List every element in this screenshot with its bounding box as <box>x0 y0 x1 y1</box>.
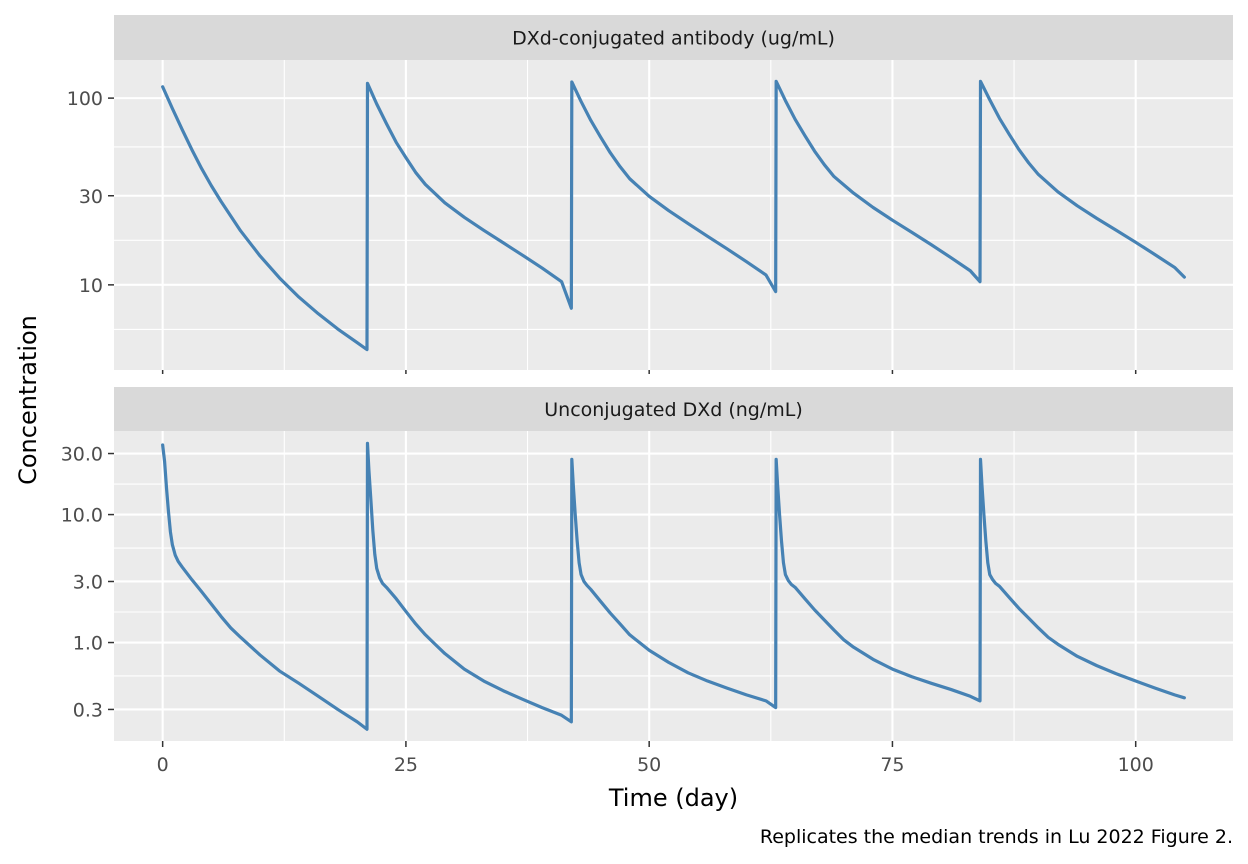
y-tick-label: 30 <box>79 186 103 208</box>
y-tick-label: 30.0 <box>61 444 103 466</box>
x-tick-label: 50 <box>637 754 661 776</box>
facet-strip <box>114 15 1233 60</box>
panels-layer: DXd-conjugated antibody (ug/mL) 10 30 100 Un… <box>61 15 1233 741</box>
y-tick-label: 10 <box>79 275 103 297</box>
y-tick-label: 0.3 <box>73 699 103 721</box>
panel-background <box>114 431 1233 741</box>
x-axis: 0 25 50 75 100 <box>157 370 1154 776</box>
facet-panel-2: Unconjugated DXd (ng/mL) 0.3 1.0 3.0 10.0 30.… <box>61 387 1233 741</box>
x-tick-label: 75 <box>880 754 904 776</box>
facet-strip-label: Unconjugated DXd (ng/mL) <box>544 399 803 421</box>
x-tick-label: 100 <box>1118 754 1154 776</box>
chart-caption: Replicates the median trends in Lu 2022 … <box>760 826 1233 848</box>
x-tick-label: 25 <box>394 754 418 776</box>
facet-panel-1: DXd-conjugated antibody (ug/mL) 10 30 100 <box>67 15 1233 370</box>
x-axis-title: Time (day) <box>608 784 738 812</box>
series-line-1 <box>161 441 1186 731</box>
y-tick-label: 100 <box>67 88 103 110</box>
y-tick-label: 10.0 <box>61 505 103 527</box>
series-line-1 <box>161 79 1186 352</box>
y-tick-label: 3.0 <box>73 571 103 593</box>
y-tick-label: 1.0 <box>73 633 103 655</box>
y-axis-title: Concentration <box>14 315 42 485</box>
facet-strip <box>114 387 1233 431</box>
facet-strip-label: DXd-conjugated antibody (ug/mL) <box>512 28 835 50</box>
x-tick-label: 0 <box>157 754 169 776</box>
